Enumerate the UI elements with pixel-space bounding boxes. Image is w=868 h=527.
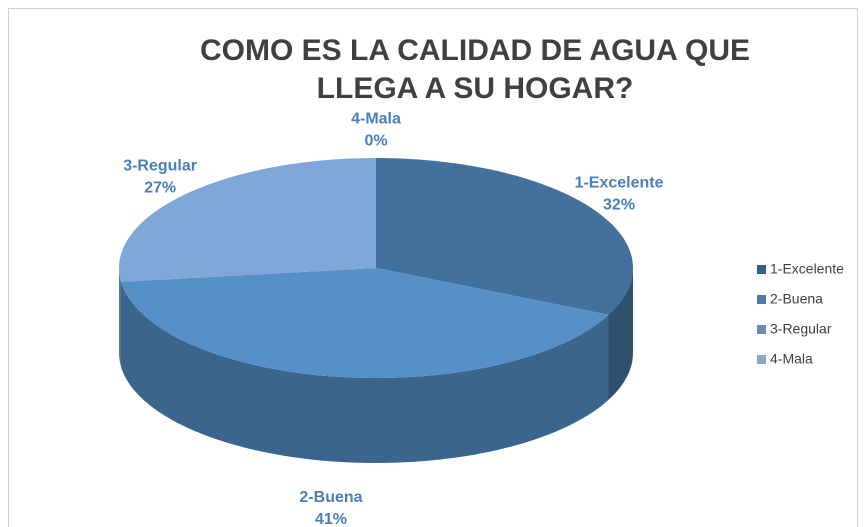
- slice-top: [376, 158, 633, 315]
- slice: [121, 268, 609, 463]
- legend-label: 2-Buena: [770, 291, 823, 307]
- chart-title: COMO ES LA CALIDAD DE AGUA QUE LLEGA A S…: [199, 34, 750, 105]
- slice-top: [119, 158, 376, 282]
- data-label-name: 1-Excelente: [575, 175, 664, 192]
- data-label-name: 3-Regular: [123, 157, 197, 174]
- legend-swatch: [757, 295, 766, 304]
- legend-label: 1-Excelente: [770, 261, 844, 277]
- legend-swatch: [757, 325, 766, 334]
- data-label-name: 2-Buena: [299, 489, 362, 506]
- slice: [376, 158, 633, 400]
- legend-label: 3-Regular: [770, 321, 832, 337]
- legend-swatch: [757, 265, 766, 274]
- slice-side: [608, 268, 633, 400]
- data-label-name: 4-Mala: [351, 111, 401, 128]
- data-label-value: 41%: [315, 511, 347, 527]
- slice-side: [119, 268, 121, 367]
- chart-border: [8, 8, 858, 527]
- slice: [119, 158, 376, 367]
- slice-side: [121, 281, 609, 463]
- slice-top: [121, 268, 609, 378]
- data-label-value: 32%: [603, 197, 635, 214]
- legend-label: 4-Mala: [770, 351, 813, 367]
- legend-swatch: [757, 355, 766, 364]
- data-label-value: 27%: [144, 179, 176, 196]
- data-label-value: 0%: [364, 133, 387, 150]
